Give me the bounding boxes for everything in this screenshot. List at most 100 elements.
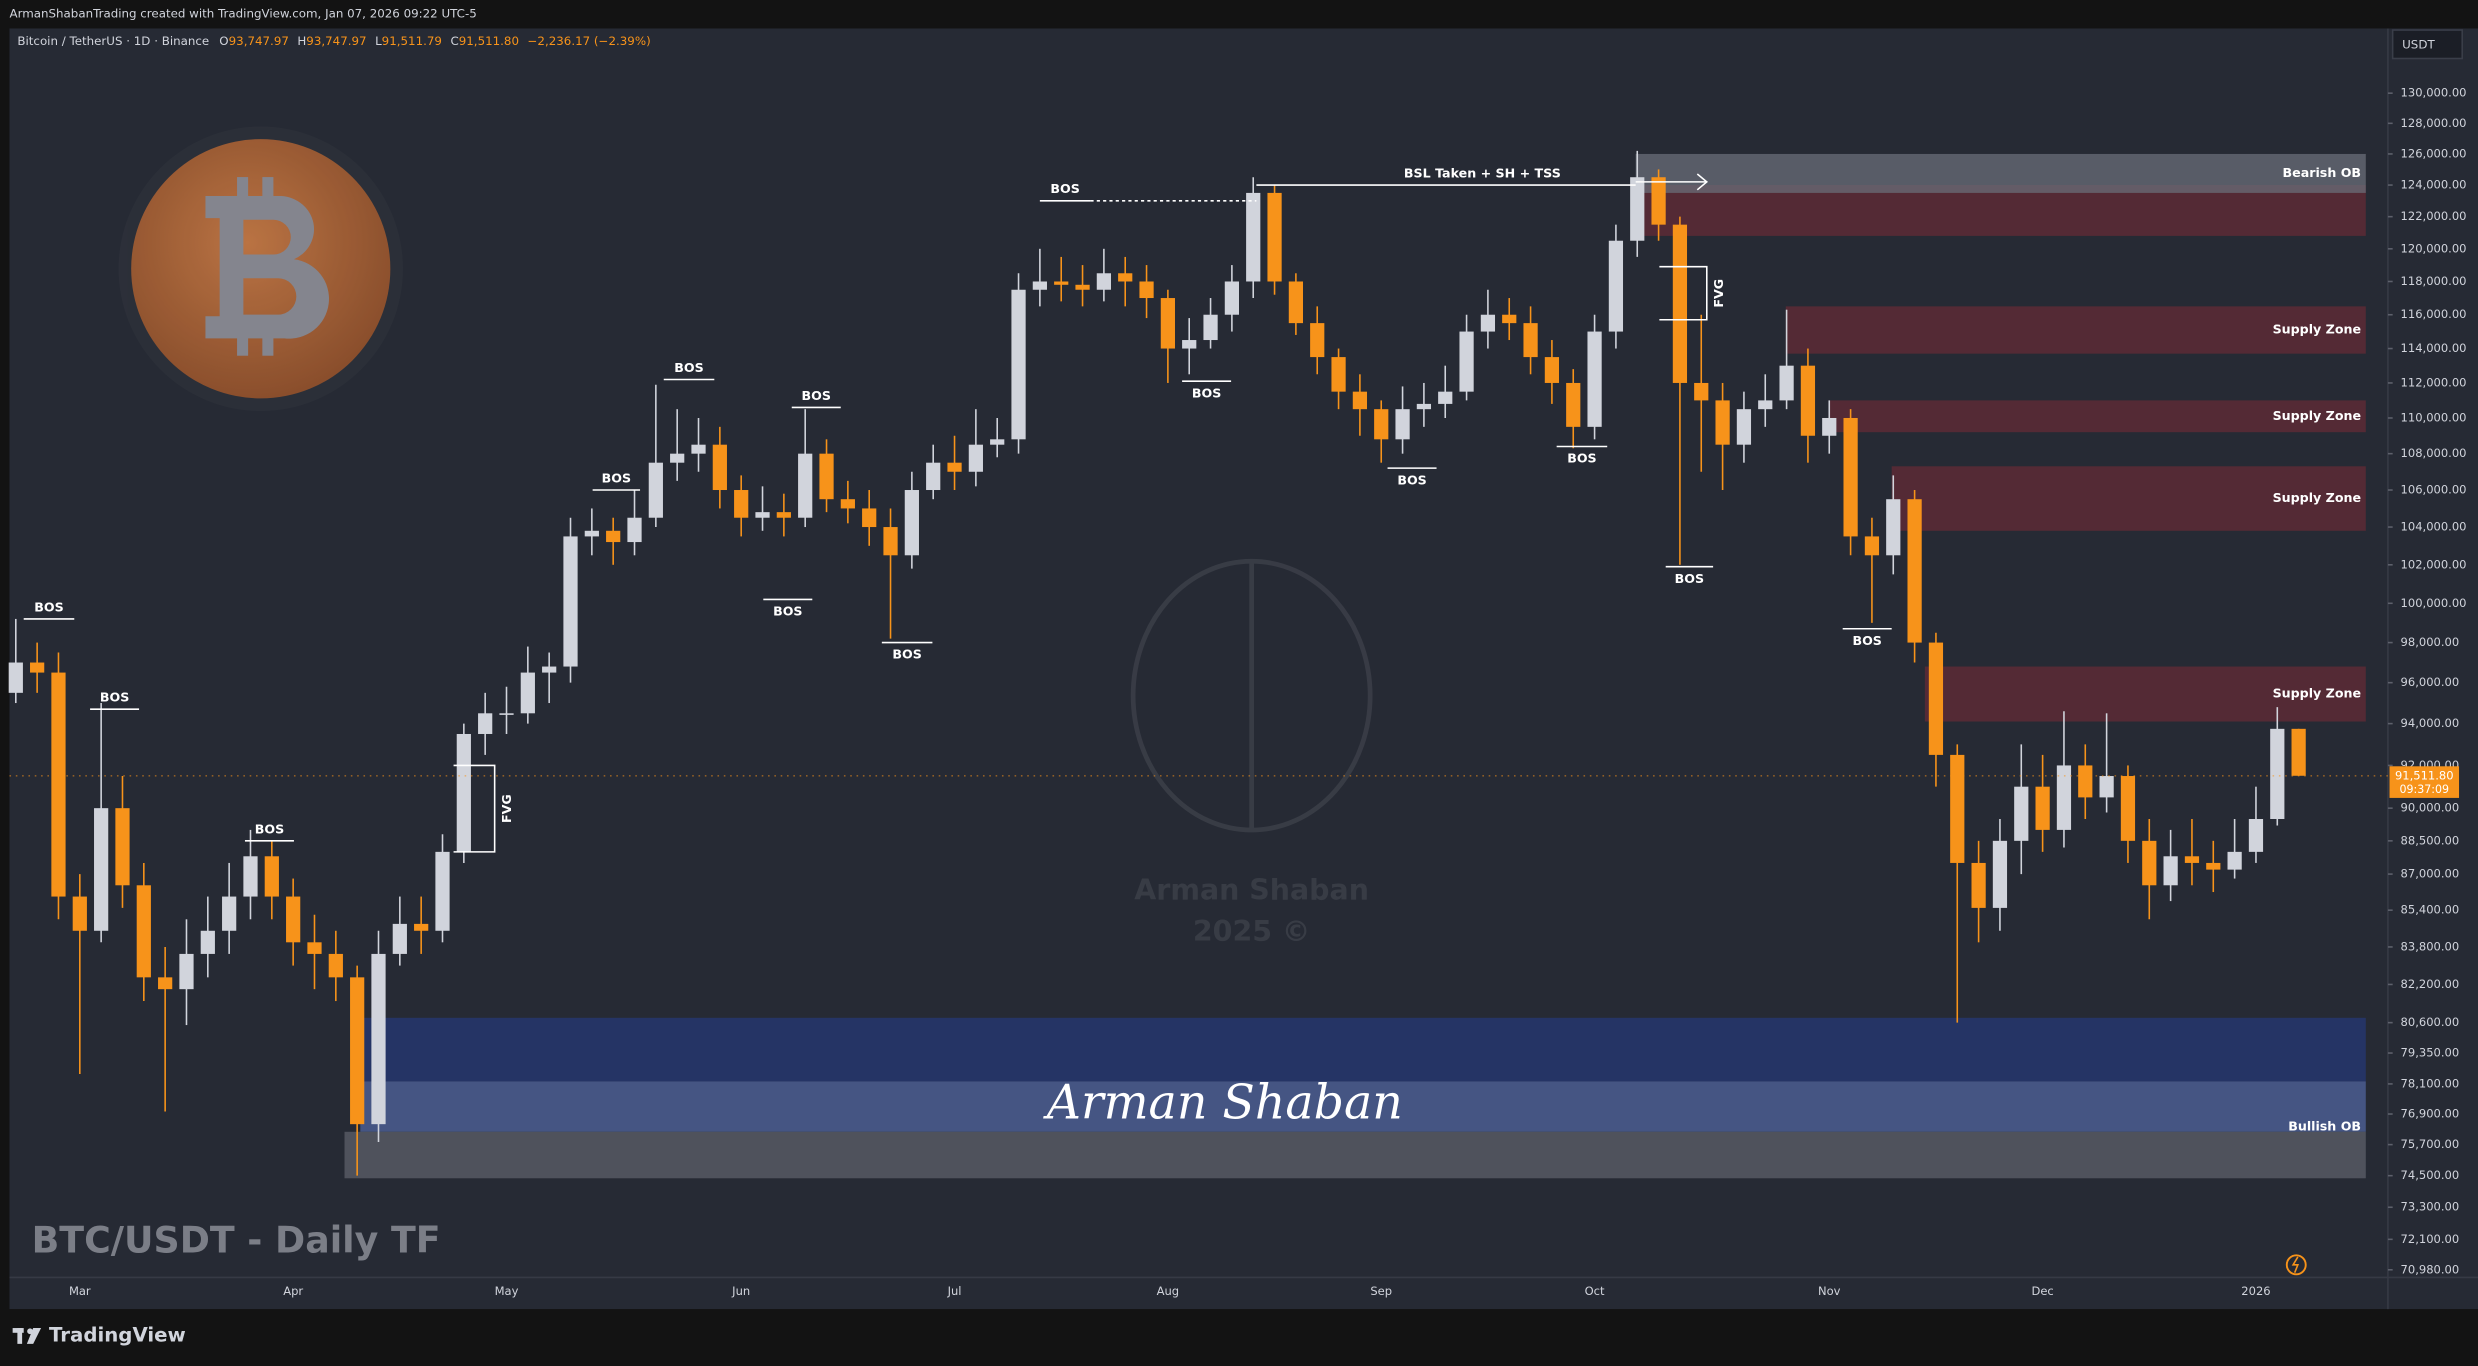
y-tick-label: 82,200.00 — [2401, 977, 2460, 991]
candle-body — [1331, 357, 1346, 392]
zone — [1828, 400, 2366, 433]
candle-body — [1992, 840, 2008, 908]
top-bar: ArmanShabanTrading created with TradingV… — [9, 7, 476, 21]
annotation-label: BOS — [674, 360, 703, 375]
candle-body — [243, 856, 258, 897]
candle-body — [691, 444, 706, 454]
candle-body — [392, 923, 407, 954]
candle-body — [286, 896, 301, 943]
x-tick-label: Dec — [2031, 1284, 2053, 1298]
candle-body — [798, 453, 813, 518]
annotation-label: BOS — [1852, 633, 1881, 648]
zone-label: Supply Zone — [2273, 686, 2361, 701]
alert-icon[interactable] — [2285, 1254, 2307, 1276]
candle-body — [1971, 862, 1986, 908]
x-tick-label: Aug — [1157, 1284, 1179, 1298]
candle-body — [1438, 391, 1453, 404]
annotation-label: BOS — [1675, 571, 1704, 586]
candle-body — [2163, 856, 2178, 886]
annotation-label: BOS — [34, 599, 63, 614]
x-tick-label: 2026 — [2241, 1284, 2270, 1298]
y-tick-label: 70,980.00 — [2401, 1262, 2460, 1276]
candle-body — [2248, 818, 2264, 852]
candle-body — [1694, 382, 1709, 401]
annotation-label: BOS — [255, 821, 284, 836]
candle-body — [1758, 400, 1773, 410]
candle-body — [862, 508, 877, 528]
candle-body — [1352, 391, 1368, 410]
zone-label: Bearish OB — [2283, 165, 2361, 180]
ohlc-value: 93,747.97 — [229, 34, 289, 48]
y-tick-label: 73,300.00 — [2401, 1200, 2460, 1214]
y-tick-label: 85,400.00 — [2401, 903, 2460, 917]
candle-body — [1075, 284, 1090, 290]
candle-body — [563, 536, 578, 667]
y-tick-label: 112,000.00 — [2401, 375, 2467, 389]
zone — [1635, 153, 2366, 193]
y-tick-label: 76,900.00 — [2401, 1107, 2460, 1121]
zone-label: Supply Zone — [2273, 490, 2361, 505]
candle-body — [264, 856, 279, 897]
candle-body — [840, 499, 855, 509]
zones: Bearish OB Supply Zone Supply Zone Supply Z… — [344, 153, 2366, 1179]
coin-mark — [237, 177, 249, 200]
currency-box[interactable] — [2391, 29, 2463, 60]
candle-body — [1139, 281, 1154, 299]
candle-body — [968, 444, 983, 472]
change: −2,236.17 (−2.39%) — [528, 34, 651, 48]
y-tick-label: 120,000.00 — [2401, 241, 2467, 255]
candle-body — [734, 490, 749, 518]
last-price-label: 91,511.80 — [2395, 768, 2454, 782]
candle-body — [1224, 281, 1239, 315]
y-tick-label: 114,000.00 — [2401, 341, 2467, 355]
candle-body — [72, 896, 87, 931]
candle-body — [1672, 224, 1688, 383]
candle-body — [670, 453, 685, 463]
footer-logo — [12, 1328, 42, 1344]
y-tick-label: 130,000.00 — [2401, 86, 2467, 100]
x-tick-label: Jun — [731, 1284, 750, 1298]
y-tick-label: 106,000.00 — [2401, 483, 2467, 497]
zone — [360, 1081, 2366, 1132]
zone — [344, 1131, 2366, 1179]
candle-body — [1736, 409, 1752, 445]
currency: USDT — [2402, 38, 2435, 52]
annotation-label: BOS — [1567, 451, 1596, 466]
candle-body — [307, 942, 322, 954]
candle-body — [1416, 403, 1432, 410]
candle-body — [1267, 192, 1282, 282]
ohlc-key: H — [297, 34, 306, 48]
annotation-label: BOS — [1397, 472, 1426, 487]
watermark-name: Arman Shaban — [1134, 874, 1369, 907]
y-tick-label: 83,800.00 — [2401, 939, 2460, 953]
candle-body — [627, 517, 642, 543]
ohlc-value: 93,747.97 — [306, 34, 366, 48]
zone — [1785, 306, 2366, 354]
annotation-label: BOS — [892, 647, 921, 662]
candle-body — [350, 977, 365, 1125]
candle-body — [1203, 314, 1218, 341]
x-tick-label: May — [495, 1284, 519, 1298]
candle-body — [1523, 323, 1538, 358]
candle-body — [2184, 856, 2200, 863]
candle-body — [328, 953, 343, 978]
candle-body — [30, 662, 45, 673]
footer-brand: TradingView — [49, 1323, 186, 1346]
x-tick-label: Nov — [1818, 1284, 1841, 1298]
candle-body — [1310, 323, 1325, 358]
candle-body — [2035, 786, 2050, 830]
candle-body — [1160, 298, 1175, 349]
y-tick-label: 102,000.00 — [2401, 557, 2467, 571]
candle-body — [1630, 177, 1645, 241]
annotation-label: BOS — [773, 604, 802, 619]
candle-body — [1886, 499, 1901, 556]
y-tick-label: 104,000.00 — [2401, 520, 2467, 534]
candle-body — [1651, 177, 1666, 225]
candle-body — [542, 666, 557, 673]
candle-body — [1096, 273, 1111, 290]
candle-body — [371, 953, 386, 1125]
y-tick-label: 90,000.00 — [2401, 801, 2460, 815]
candle-body — [2014, 786, 2029, 841]
candle-body — [1288, 281, 1304, 324]
